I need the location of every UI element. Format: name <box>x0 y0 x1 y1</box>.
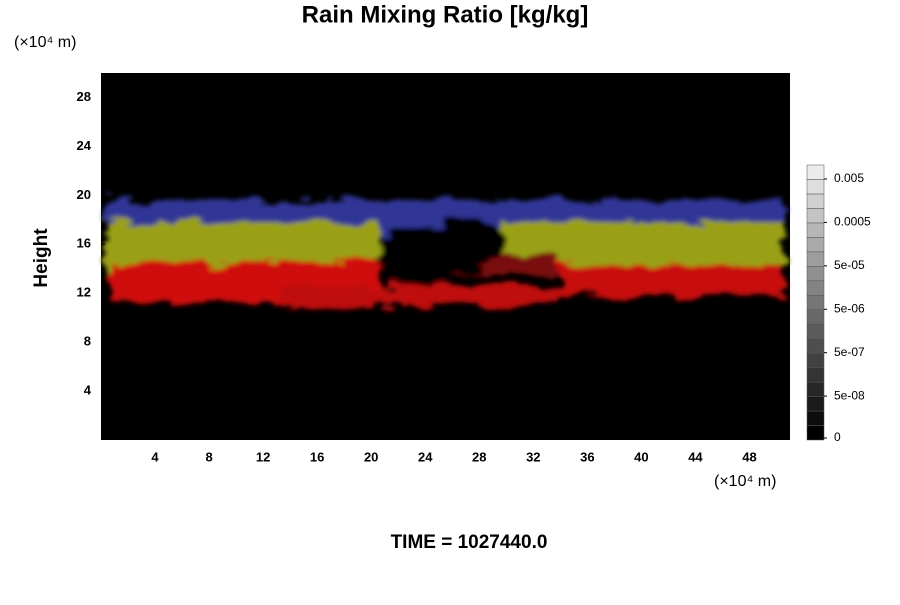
x-tick-label: 44 <box>688 449 703 464</box>
colorbar-box <box>806 396 825 412</box>
colorbar-label: 0 <box>834 430 841 444</box>
x-tick-label: 48 <box>742 449 756 464</box>
colorbar-box <box>806 280 825 296</box>
colorbar-box <box>806 425 825 441</box>
y-tick-label: 12 <box>77 285 91 300</box>
colorbar-label: 5e-08 <box>834 388 865 402</box>
colorbar-box <box>806 251 825 267</box>
colorbar-box <box>806 266 825 282</box>
colorbar-box <box>806 381 825 397</box>
x-tick-label: 32 <box>526 449 540 464</box>
chart-title: Rain Mixing Ratio [kg/kg] <box>302 1 589 28</box>
colorbar-box <box>806 179 825 195</box>
x-unit: (×10⁴ m) <box>714 473 776 490</box>
y-tick-label: 8 <box>84 334 91 349</box>
colorbar-box <box>806 193 825 209</box>
x-tick-label: 36 <box>580 449 594 464</box>
y-tick-label: 4 <box>84 383 92 398</box>
colorbar-box <box>806 367 825 383</box>
x-tick-label: 12 <box>256 449 270 464</box>
colorbar-box <box>806 164 825 180</box>
field <box>105 200 785 307</box>
x-tick-label: 4 <box>151 449 159 464</box>
y-tick-label: 24 <box>77 138 92 153</box>
colorbar-box <box>806 338 825 354</box>
x-tick-label: 28 <box>472 449 486 464</box>
colorbar-box <box>806 410 825 426</box>
colorbar-box <box>806 352 825 368</box>
x-tick-label: 8 <box>205 449 212 464</box>
colorbar-box <box>806 295 825 310</box>
x-tick-label: 20 <box>364 449 378 464</box>
y-unit: (×10⁴ m) <box>14 34 76 51</box>
x-tick-label: 16 <box>310 449 324 464</box>
colorbar-box <box>806 208 825 224</box>
colorbar-label: 5e-07 <box>834 345 865 359</box>
x-tick-label: 24 <box>418 449 433 464</box>
y-tick-label: 28 <box>77 89 91 104</box>
colorbar-box <box>806 237 825 253</box>
colorbar-label: 5e-05 <box>834 258 865 272</box>
colorbar-box <box>806 309 825 325</box>
colorbar-box <box>806 222 825 238</box>
colorbar-label: 5e-06 <box>834 301 865 315</box>
colorbar-box <box>806 323 825 339</box>
colorbar-label: 0.0005 <box>834 215 871 229</box>
y-tick-label: 20 <box>77 187 91 202</box>
y-axis-label: Height <box>31 228 52 288</box>
y-tick-label: 16 <box>77 236 91 251</box>
colorbar-label: 0.005 <box>834 171 864 185</box>
x-tick-label: 40 <box>634 449 648 464</box>
footer-time: TIME = 1027440.0 <box>391 532 548 553</box>
